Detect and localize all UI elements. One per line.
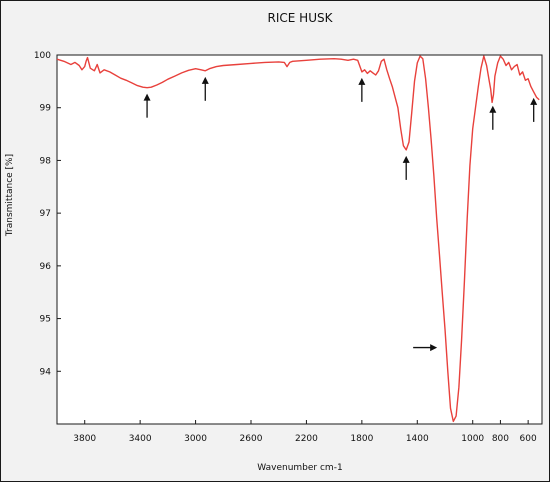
x-tick-label: 800	[492, 434, 509, 444]
y-tick-label: 94	[40, 367, 52, 377]
arrow-up-icon	[201, 76, 209, 84]
x-tick-label: 600	[520, 434, 537, 444]
arrow-right-icon	[430, 344, 438, 352]
y-tick-label: 98	[40, 156, 52, 166]
x-tick-label: 2600	[240, 434, 263, 444]
arrow-up-icon	[143, 93, 151, 101]
arrow-up-icon	[358, 77, 366, 85]
y-tick-label: 96	[40, 262, 52, 272]
axis-ticks	[57, 54, 529, 424]
x-tick-label: 3400	[129, 434, 152, 444]
chart-title: RICE HUSK	[268, 11, 334, 25]
y-tick-label: 100	[34, 51, 51, 61]
plot-area	[56, 54, 543, 425]
series-line-transmittance	[56, 55, 540, 423]
x-tick-label: 2200	[295, 434, 318, 444]
y-tick-label: 95	[40, 315, 51, 325]
arrow-up-icon	[530, 97, 538, 105]
tick-labels: 3800 3400 3000 2600 2200 1800 1400 1000 800 600 94…	[34, 51, 537, 444]
arrow-up-icon	[402, 155, 410, 163]
peak-arrows	[143, 76, 538, 352]
x-tick-label: 1400	[406, 434, 429, 444]
y-axis-label: Transmittance [%]	[5, 154, 15, 237]
x-tick-label: 1000	[461, 434, 484, 444]
x-axis-label: Wavenumber cm-1	[257, 463, 342, 473]
x-tick-label: 3800	[73, 434, 96, 444]
arrow-up-icon	[489, 105, 497, 113]
y-tick-label: 99	[40, 104, 52, 114]
y-tick-label: 97	[40, 209, 51, 219]
x-tick-label: 3000	[184, 434, 207, 444]
x-tick-label: 1800	[350, 434, 373, 444]
